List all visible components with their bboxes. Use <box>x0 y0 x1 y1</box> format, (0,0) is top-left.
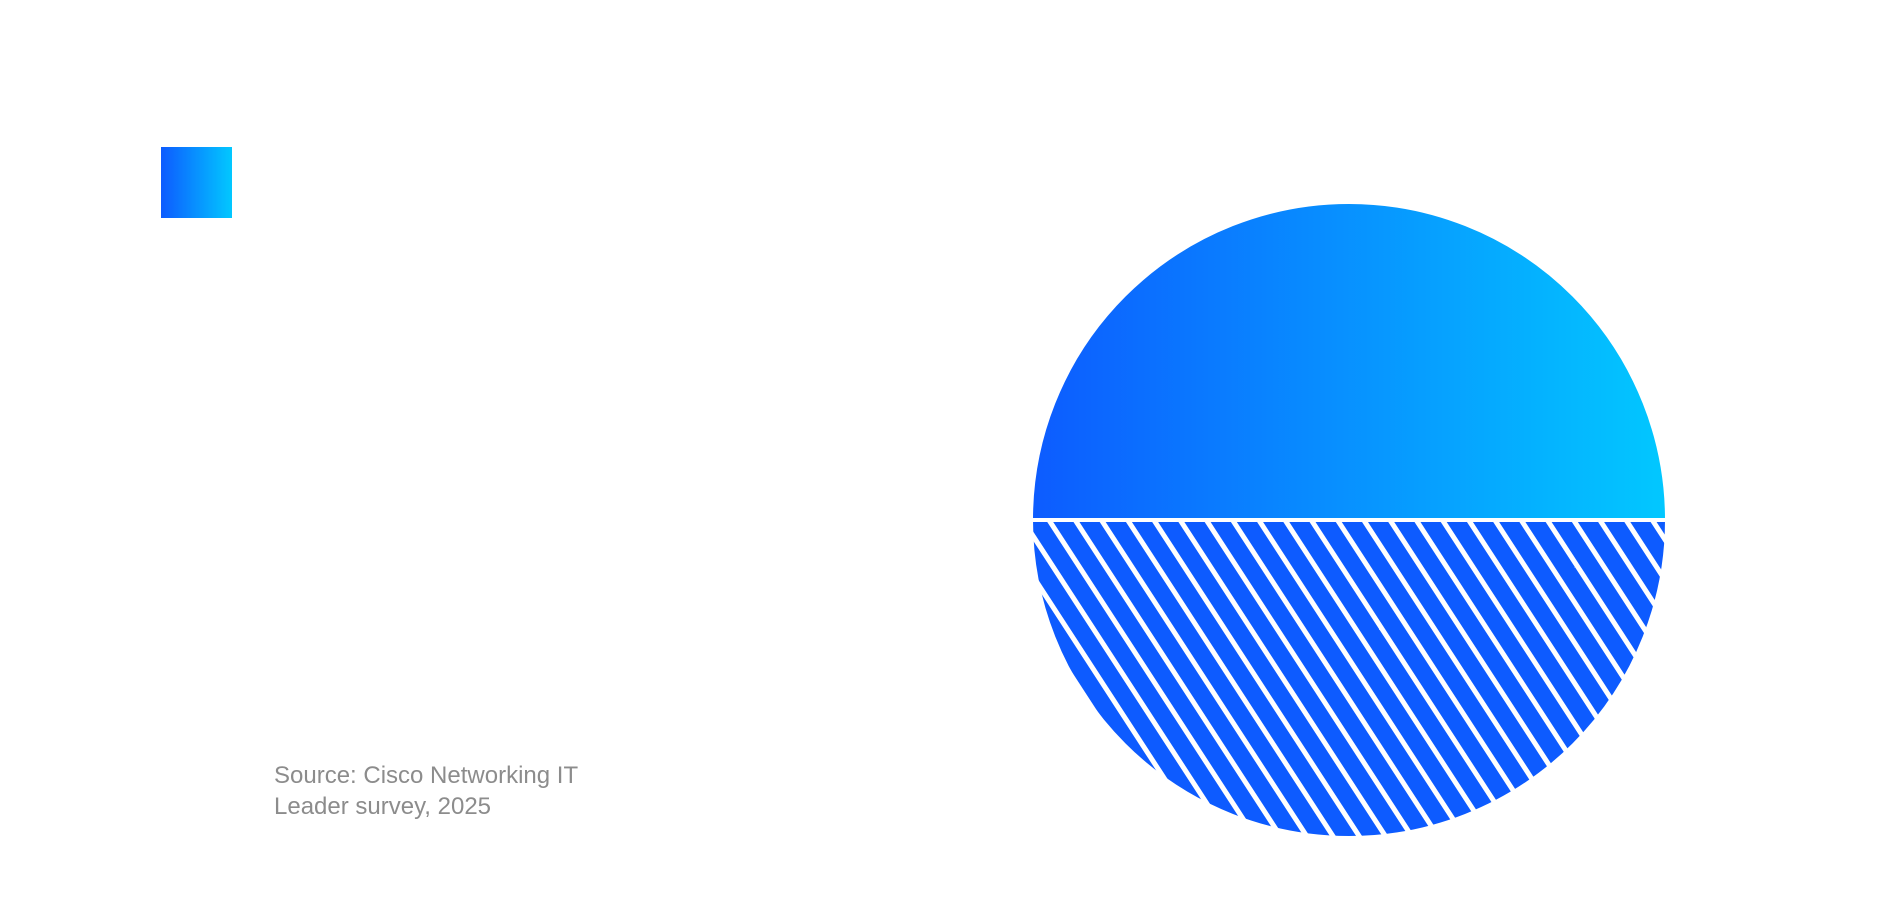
pie-slice-1 <box>1028 200 1670 522</box>
source-note: Source: Cisco Networking IT Leader surve… <box>274 760 694 822</box>
source-line-2: Leader survey, 2025 <box>274 793 492 820</box>
legend-swatch <box>161 147 232 218</box>
pie-slice-2 <box>1028 518 1670 840</box>
source-line-1: Source: Cisco Networking IT <box>274 762 579 789</box>
